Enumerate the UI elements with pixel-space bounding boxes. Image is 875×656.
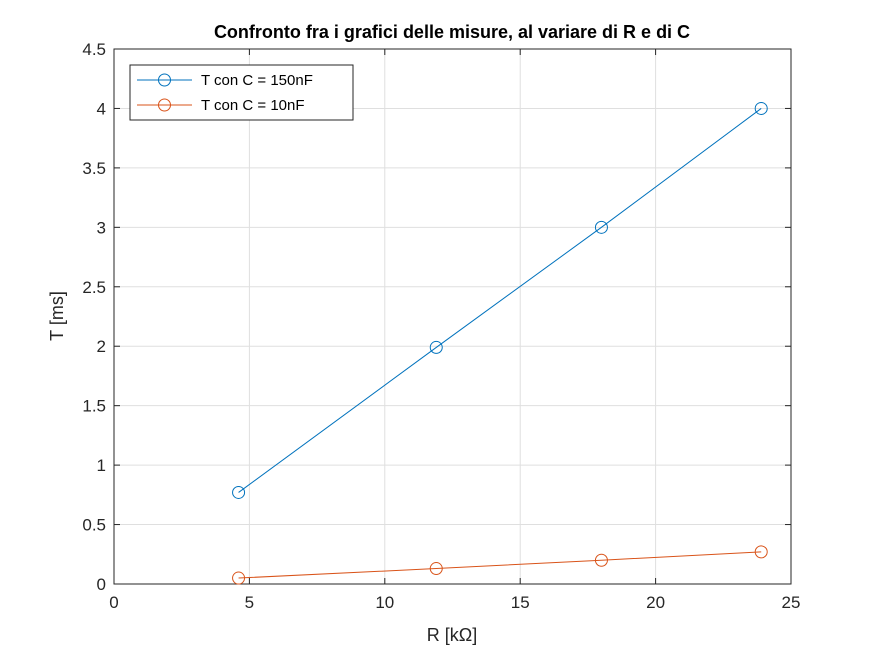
series-line-0 (238, 108, 762, 493)
legend: T con C = 150nF T con C = 10nF (129, 64, 354, 121)
y-tick-label: 1.5 (82, 397, 106, 416)
data-point-1-0 (232, 571, 246, 585)
data-point-1-2 (594, 553, 608, 567)
x-tick-label: 15 (511, 593, 530, 612)
y-tick-label: 2 (97, 337, 106, 356)
grid (113, 48, 792, 585)
x-tick-label: 20 (646, 593, 665, 612)
data-point-0-0 (232, 485, 246, 499)
legend-label-150nf: T con C = 150nF (201, 72, 313, 89)
data-point-1-3 (754, 545, 768, 559)
x-tick-label: 0 (109, 593, 118, 612)
x-axis-label: R [kΩ] (427, 625, 477, 645)
y-tick-label: 3.5 (82, 159, 106, 178)
y-tick-label: 1 (97, 456, 106, 475)
data-point-1-1 (429, 562, 443, 576)
x-tick-label: 10 (375, 593, 394, 612)
series-line-1 (238, 551, 762, 579)
y-tick-label: 4.5 (82, 40, 106, 59)
legend-marker-150nf (158, 73, 171, 87)
x-tick-label: 25 (782, 593, 801, 612)
legend-label-10nf: T con C = 10nF (201, 97, 305, 114)
legend-marker-10nf (158, 98, 171, 112)
series-layer (232, 101, 768, 585)
y-tick-label: 0 (97, 575, 106, 594)
data-point-0-1 (429, 340, 443, 354)
x-tick-label: 5 (245, 593, 254, 612)
y-tick-label: 4 (97, 99, 106, 118)
y-axis-label: T [ms] (47, 291, 67, 341)
data-point-0-3 (754, 101, 768, 115)
axes-box (113, 48, 792, 585)
y-tick-label: 0.5 (82, 516, 106, 535)
chart-title: Confronto fra i grafici delle misure, al… (214, 22, 690, 42)
y-tick-label: 3 (97, 218, 106, 237)
data-point-0-2 (594, 220, 608, 234)
y-tick-label: 2.5 (82, 278, 106, 297)
ticks: 0 5 10 15 20 25 0 0.5 1 1.5 2 2.5 3 3.5 4 4.5 (82, 40, 800, 612)
plot-area (114, 49, 791, 584)
